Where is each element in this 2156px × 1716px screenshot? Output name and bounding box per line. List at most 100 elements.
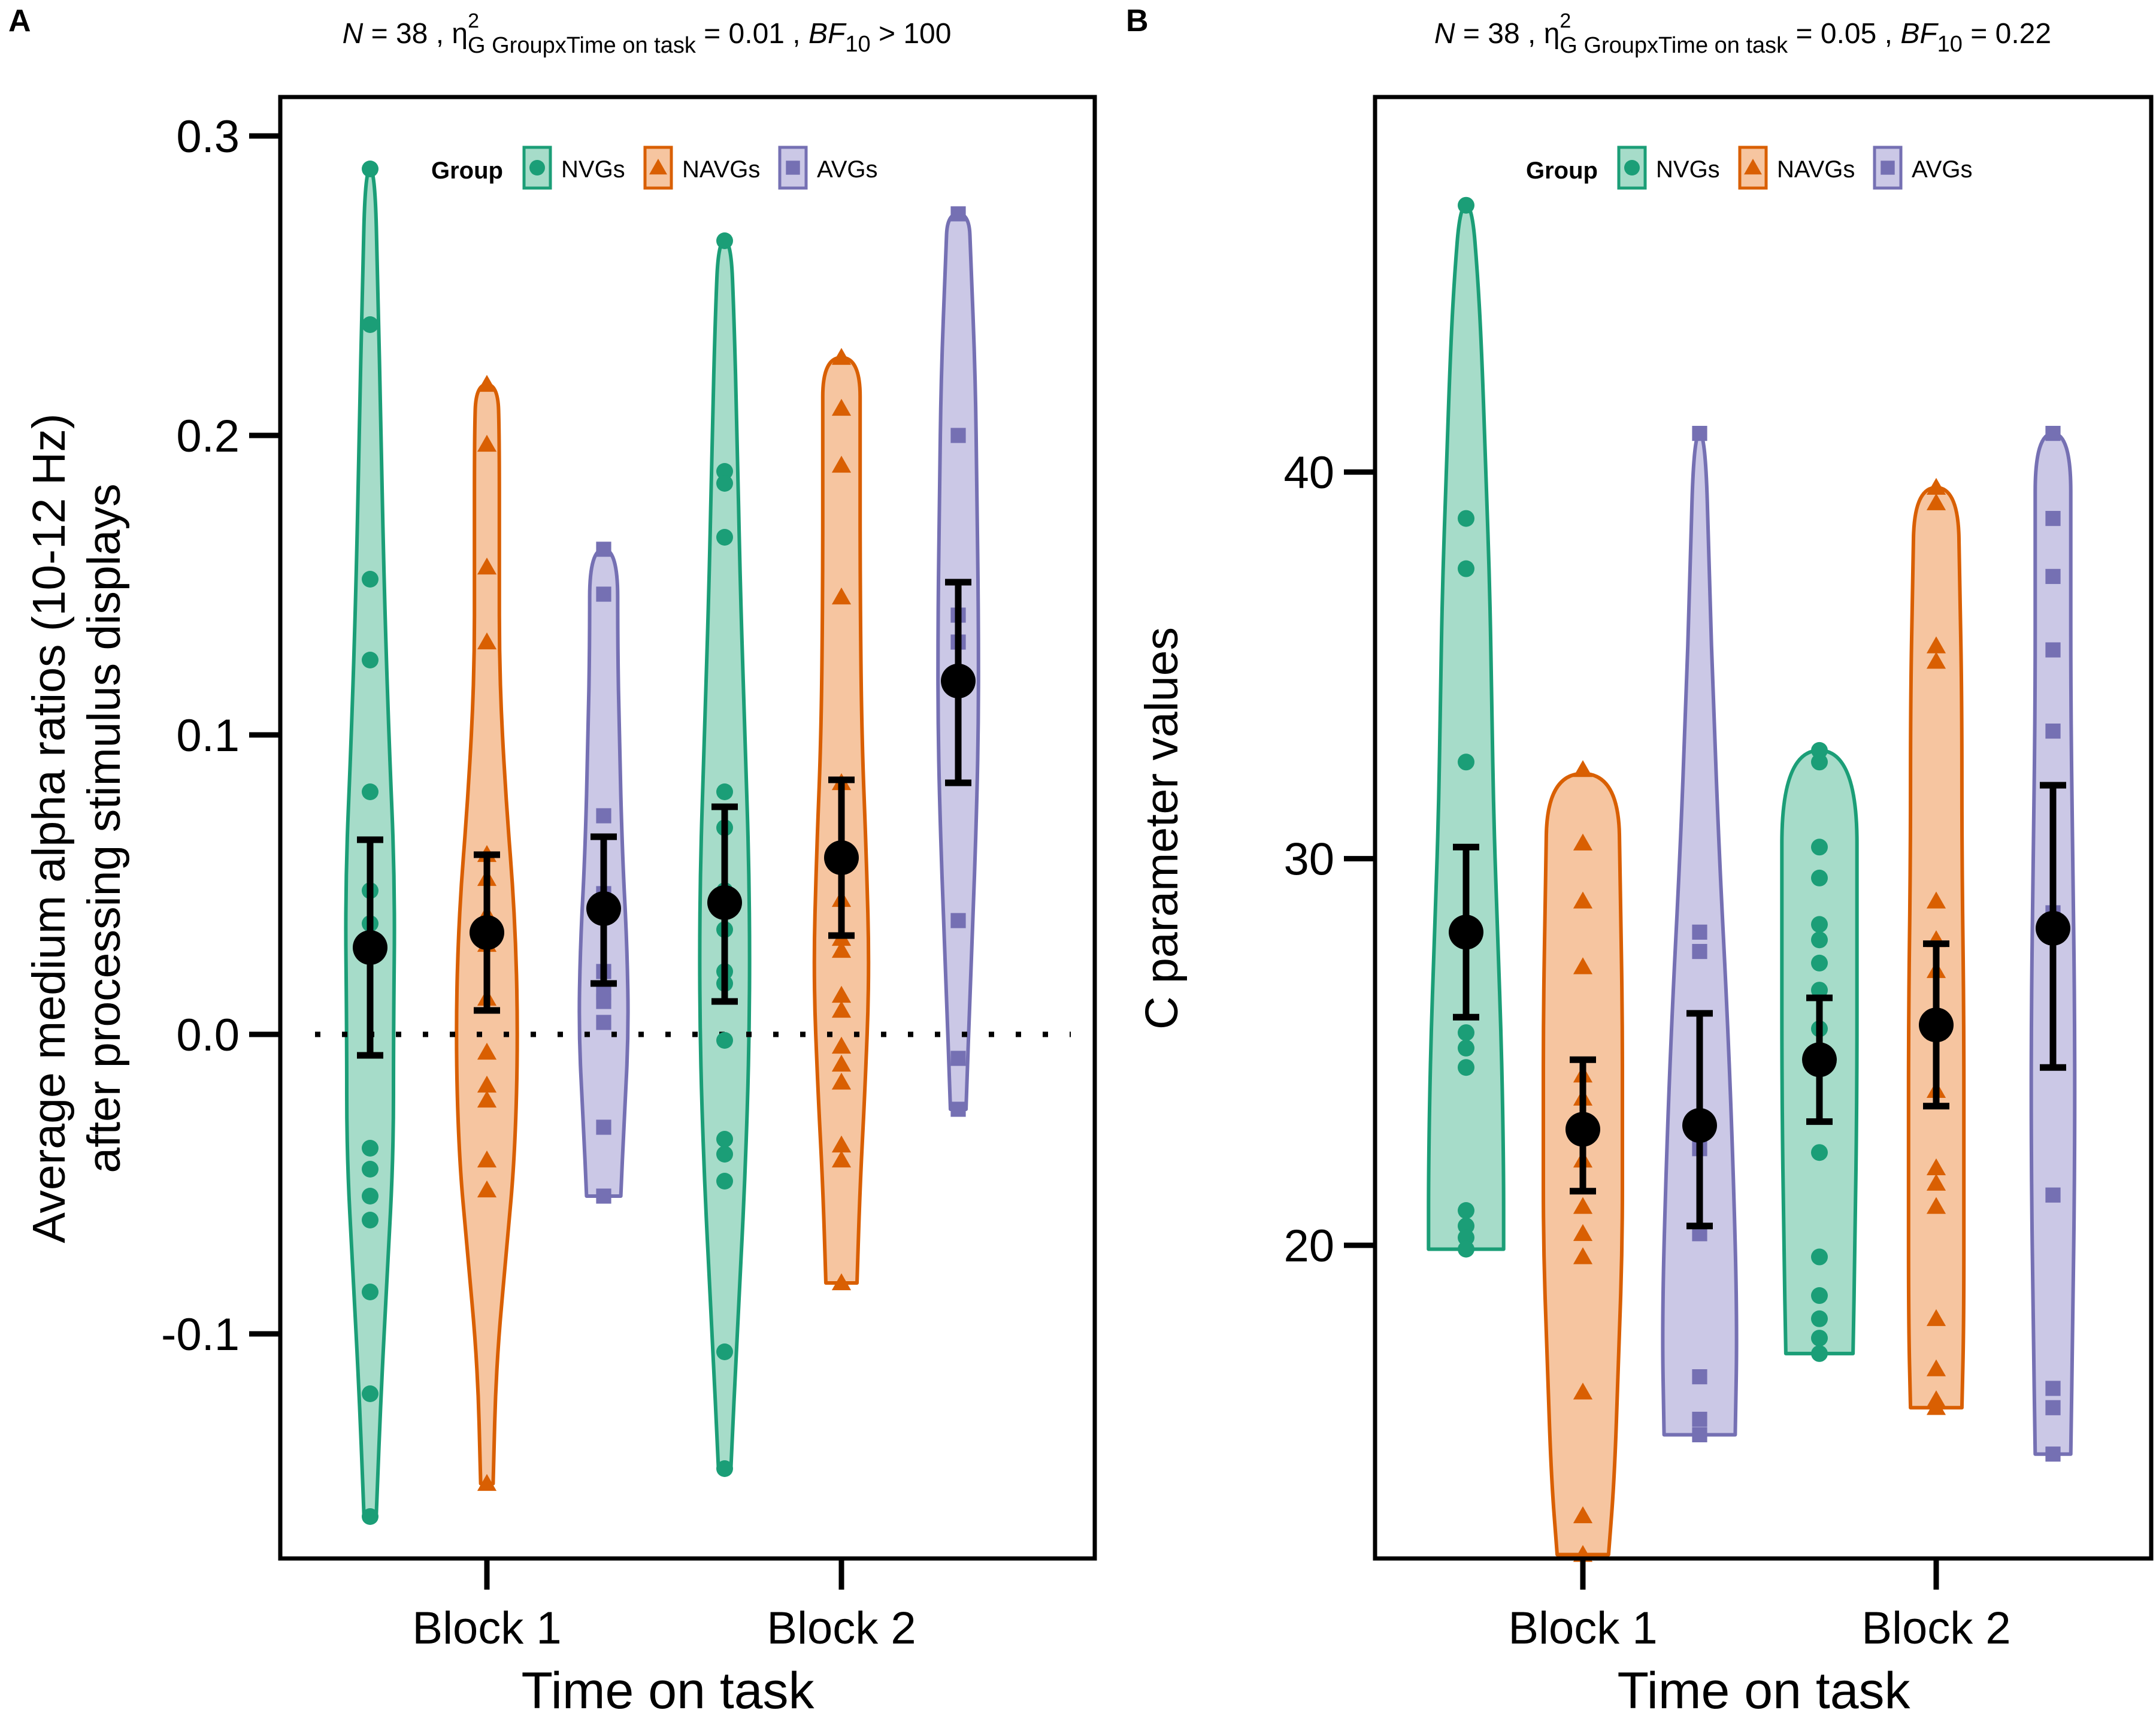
panel-a-point-block-2-nvgs xyxy=(716,783,733,800)
panel-a-point-block-2-navgs xyxy=(831,1135,852,1153)
panel-a-point-block-2-navgs xyxy=(831,1054,852,1072)
panel-b-subtitle-eta-sup: 2 xyxy=(1560,10,1571,32)
panel-b: B N = 38 , η2 G GroupxTime on task = 0.05… xyxy=(1126,4,2154,1716)
panel-b-subtitle: N = 38 , η2 G GroupxTime on task = 0.05 ,… xyxy=(1434,10,2051,58)
panel-a-subtitle-bf-sub: 10 xyxy=(845,32,870,57)
panel-b-point-block-2-nvgs xyxy=(1811,1287,1828,1305)
panel-b-mean-block-1-nvgs xyxy=(1449,915,1483,950)
panel-a-point-block-1-nvgs xyxy=(362,316,378,333)
panel-a-point-block-1-nvgs xyxy=(362,571,378,588)
panel-b-x-tick-label: Block 2 xyxy=(1861,1603,2010,1654)
panel-a-mean-block-2-avgs xyxy=(941,664,976,698)
panel-a-legend-label-navgs: NAVGs xyxy=(682,156,760,183)
panel-a-subtitle-eta-value: = 0.01 , xyxy=(696,18,808,50)
panel-a-point-block-1-avgs xyxy=(596,1188,611,1204)
panel-b-mean-block-1-navgs xyxy=(1565,1112,1600,1147)
panel-b-mean-block-2-navgs xyxy=(1919,1007,1954,1043)
panel-b-violin-block-1-nvgs xyxy=(1427,203,1506,1251)
panel-b-point-block-2-nvgs xyxy=(1811,839,1828,856)
panel-b-point-block-1-avgs xyxy=(1692,924,1707,940)
panel-a-point-block-1-nvgs xyxy=(362,161,378,177)
panel-b-point-block-2-nvgs xyxy=(1811,753,1828,771)
panel-a-subtitle-bf-label: BF xyxy=(808,18,847,50)
panel-b-x-label: Time on task xyxy=(1617,1662,1910,1716)
panel-b-point-block-2-nvgs xyxy=(1811,742,1828,759)
panel-a-point-block-1-nvgs xyxy=(362,652,378,668)
panel-a-y-axis: -0.1 0.0 0.1 0.2 0.3 xyxy=(161,111,278,1360)
panel-a-mean-block-1-navgs xyxy=(470,915,504,950)
panel-a-point-block-2-nvgs xyxy=(716,529,733,546)
panel-b-point-block-1-navgs xyxy=(1573,833,1593,851)
panel-a-point-block-1-avgs xyxy=(596,994,611,1009)
panel-a-subtitle-bf-value: > 100 xyxy=(871,18,952,50)
panel-a-point-block-2-avgs xyxy=(950,1101,966,1117)
panel-a-point-block-2-navgs xyxy=(831,398,852,416)
panel-a-subtitle-eta: η xyxy=(452,18,468,50)
panel-a-y-tick-label: 0.3 xyxy=(176,111,240,162)
panel-b-point-block-1-nvgs xyxy=(1458,1039,1474,1057)
panel-b-legend-title: Group xyxy=(1526,158,1598,184)
panel-a-point-block-1-avgs xyxy=(596,586,611,602)
panel-a-point-block-1-avgs xyxy=(596,1015,611,1030)
panel-a-legend-marker-navgs xyxy=(649,159,667,175)
panel-a-point-block-1-navgs xyxy=(477,1090,497,1108)
panel-b-point-block-1-nvgs xyxy=(1458,1217,1474,1234)
panel-b-point-block-2-navgs xyxy=(1926,1158,1946,1176)
panel-b-mean-block-2-avgs xyxy=(2036,910,2070,946)
panel-a-legend-label-avgs: AVGs xyxy=(817,156,878,183)
panel-b-point-block-2-navgs xyxy=(1926,477,1946,495)
panel-a-point-block-1-avgs xyxy=(596,808,611,824)
panel-b-subtitle-n-label: N xyxy=(1434,18,1455,50)
panel-a-point-block-1-navgs xyxy=(477,1150,497,1168)
panel-b-point-block-1-navgs xyxy=(1573,1224,1593,1241)
panel-b-y-label: C parameter values xyxy=(1136,627,1188,1030)
panel-a-point-block-2-avgs xyxy=(950,206,966,222)
panel-b-point-block-1-navgs xyxy=(1573,1197,1593,1214)
panel-b-point-block-1-avgs xyxy=(1692,1427,1707,1443)
panel-a-y-tick-label: 0.1 xyxy=(176,710,240,761)
panel-b-point-block-1-navgs xyxy=(1573,760,1593,777)
panel-a-point-block-2-nvgs xyxy=(716,232,733,249)
panel-b-subtitle-eta: η xyxy=(1544,18,1560,50)
panel-a-point-block-2-nvgs xyxy=(716,1343,733,1360)
panel-a-subtitle-n-value: = 38 , xyxy=(363,18,452,50)
panel-b-subtitle-eta-value: = 0.05 , xyxy=(1788,18,1900,50)
panel-b-y-axis: 20 30 40 xyxy=(1283,447,1373,1272)
panel-a-point-block-1-nvgs xyxy=(362,783,378,800)
panel-a-point-block-1-avgs xyxy=(596,1119,611,1135)
panel-a-point-block-1-nvgs xyxy=(362,1385,378,1402)
panel-a-legend-marker-avgs xyxy=(786,161,800,175)
panel-b-violins xyxy=(1427,203,2077,1557)
panel-a-point-block-1-avgs xyxy=(596,541,611,557)
panel-b-x-tick-label: Block 1 xyxy=(1508,1603,1657,1654)
panel-b-point-block-2-nvgs xyxy=(1811,982,1828,999)
panel-b-subtitle-n-value: = 38 , xyxy=(1455,18,1544,50)
panel-a-point-block-2-nvgs xyxy=(716,475,733,492)
panel-a-point-block-1-nvgs xyxy=(362,1212,378,1228)
panel-b-point-block-2-avgs xyxy=(2045,1400,2061,1415)
panel-a-point-block-2-navgs xyxy=(831,1273,852,1291)
panel-b-point-block-1-nvgs xyxy=(1458,1240,1474,1258)
panel-a-point-block-1-navgs xyxy=(477,1180,497,1198)
panel-b-point-block-1-navgs xyxy=(1573,1247,1593,1264)
panel-b-means xyxy=(1449,782,2070,1230)
panel-b-point-block-2-avgs xyxy=(2045,1381,2061,1396)
panel-a-point-block-2-nvgs xyxy=(716,1146,733,1163)
panel-b-point-block-2-nvgs xyxy=(1811,1248,1828,1266)
panel-a-x-axis: Block 1 Block 2 xyxy=(412,1560,916,1654)
panel-a-subtitle: N = 38 , η2 G GroupxTime on task = 0.01 ,… xyxy=(343,10,952,58)
panel-b-point-block-2-avgs xyxy=(2045,642,2061,658)
panel-b-y-tick-label: 20 xyxy=(1283,1221,1334,1272)
panel-b-point-block-2-navgs xyxy=(1926,1309,1946,1326)
panel-b-point-block-2-avgs xyxy=(2045,1446,2061,1462)
panel-a-subtitle-eta-sup: 2 xyxy=(468,10,479,32)
panel-a-point-block-1-nvgs xyxy=(362,1284,378,1300)
panel-b-point-block-1-nvgs xyxy=(1458,1059,1474,1076)
panel-b-point-block-1-navgs xyxy=(1573,891,1593,909)
panel-a-point-block-1-navgs xyxy=(477,374,497,392)
panel-b-y-tick-label: 30 xyxy=(1283,834,1334,885)
panel-a: A N = 38 , η2 G GroupxTime on task = 0.01… xyxy=(8,4,1097,1716)
panel-b-point-block-2-navgs xyxy=(1926,891,1946,909)
panel-a-point-block-1-nvgs xyxy=(362,1161,378,1178)
